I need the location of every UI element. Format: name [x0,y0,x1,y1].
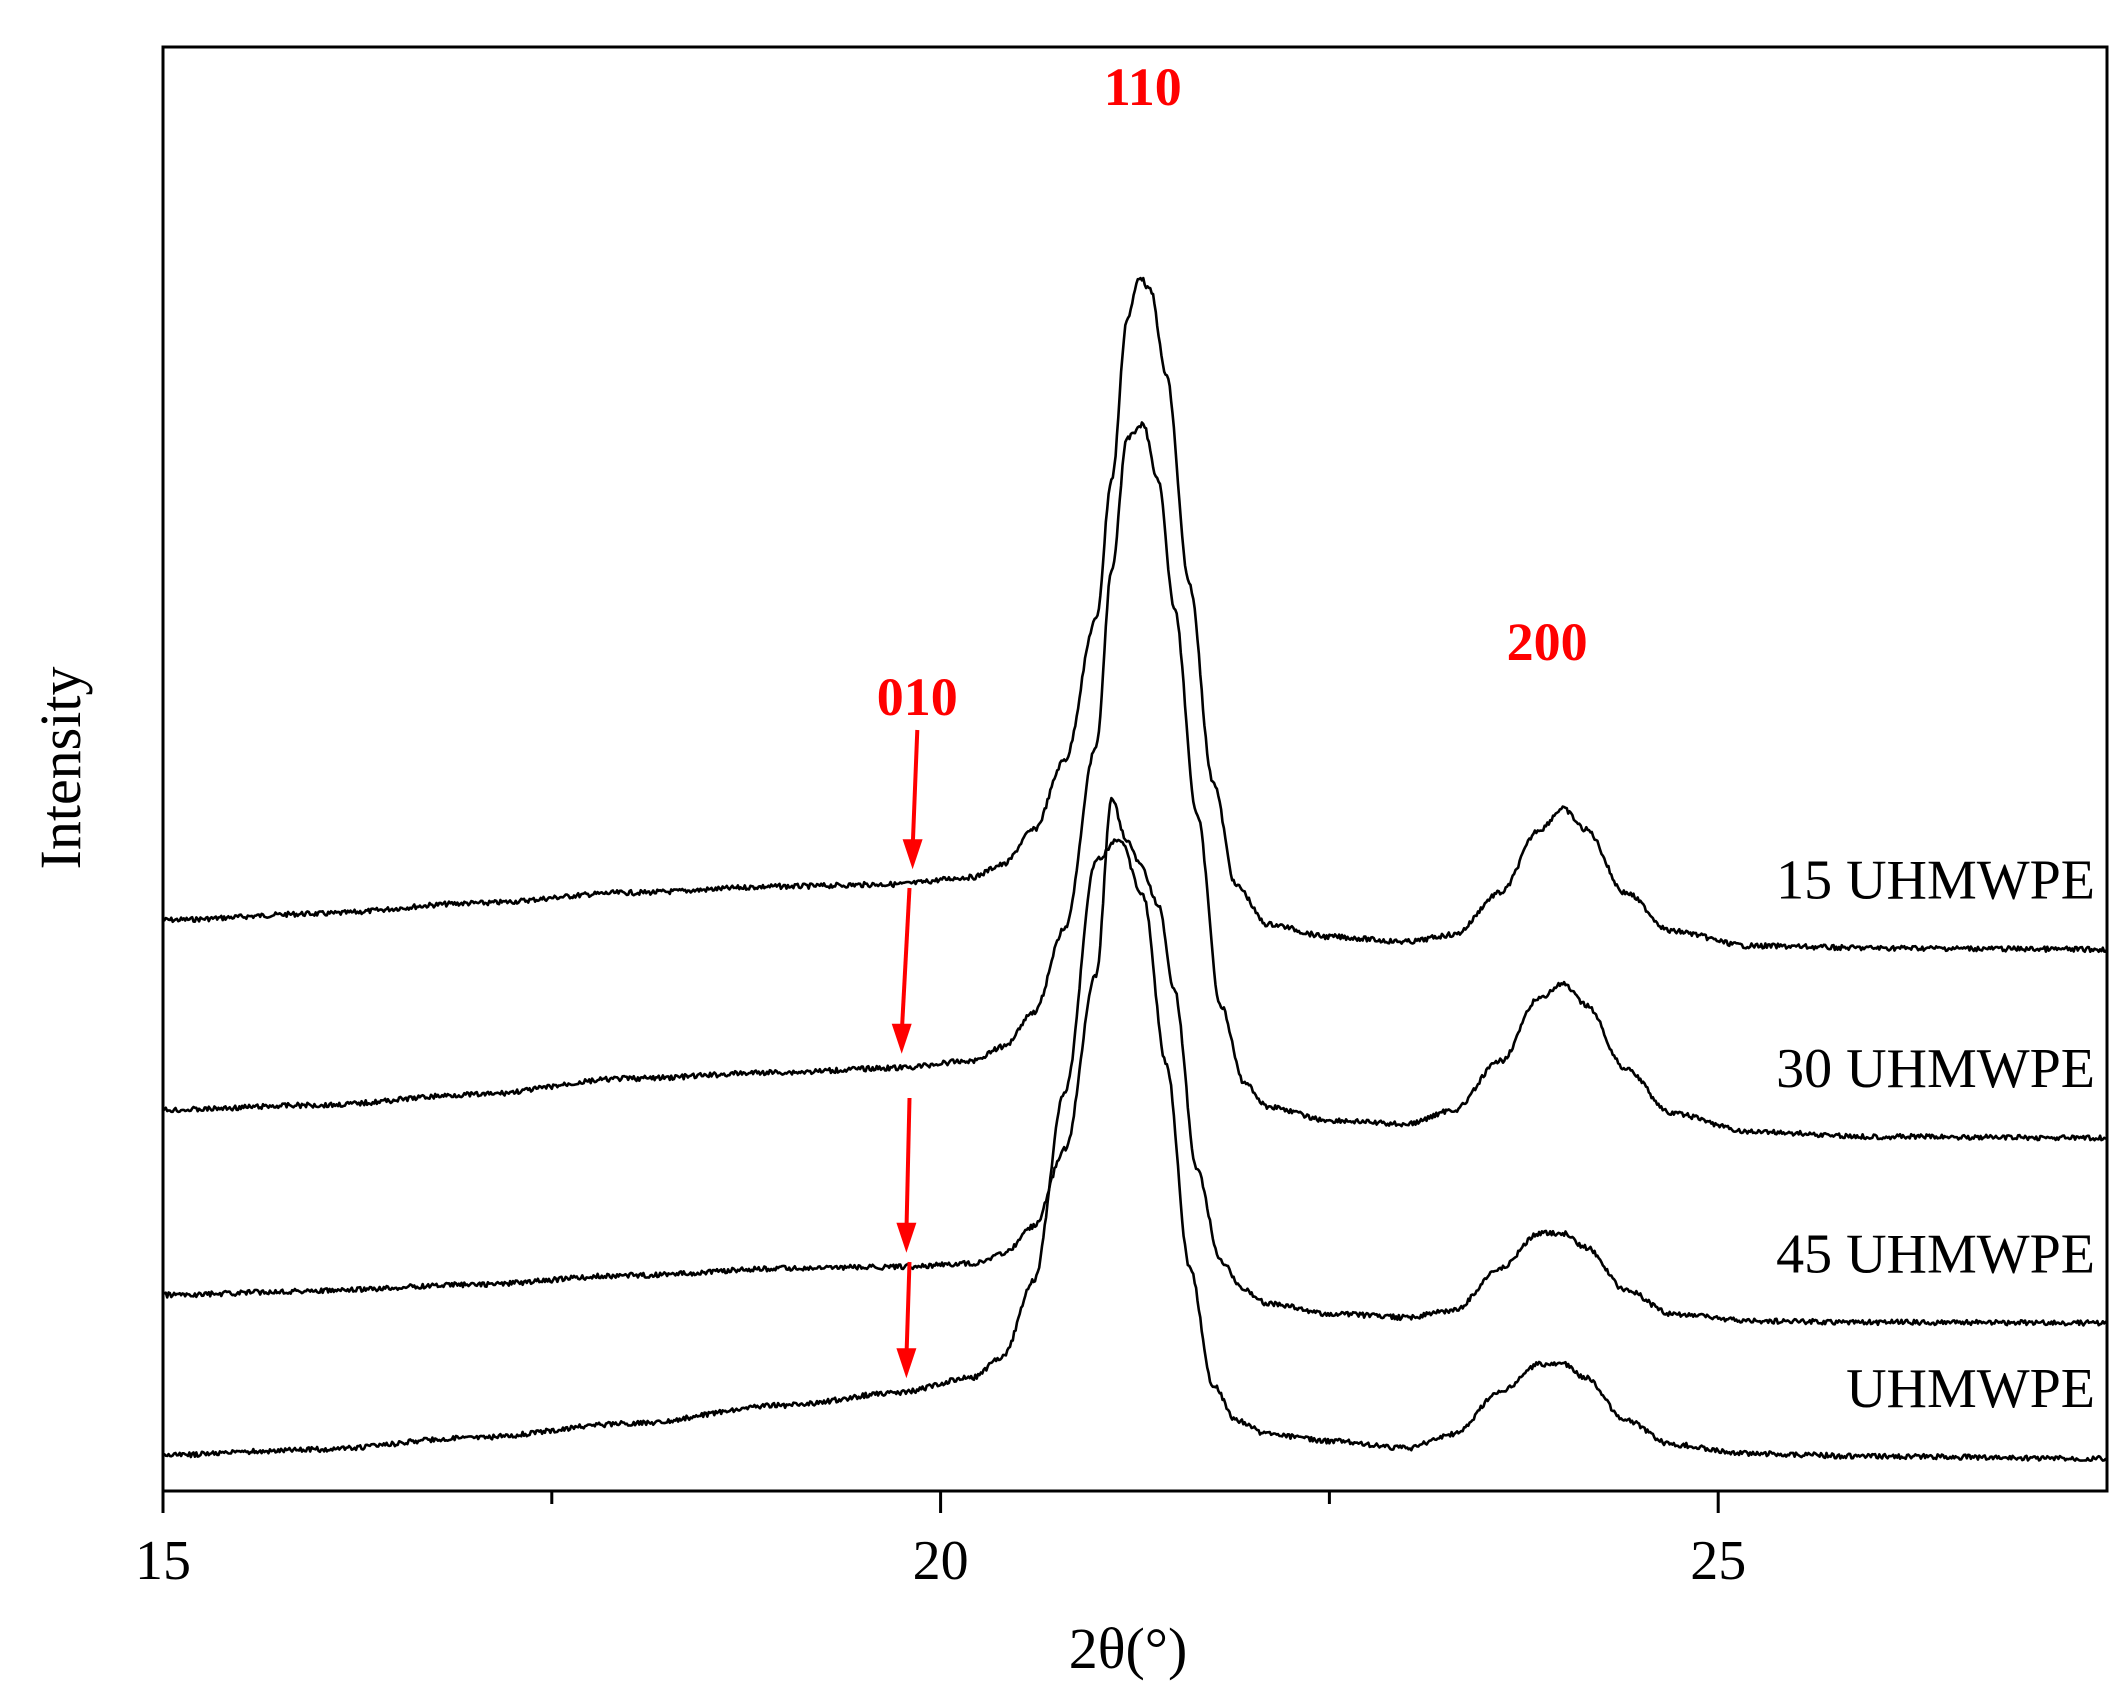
y-axis-title: Intensity [28,667,93,870]
peak-label-200: 200 [1507,612,1588,672]
arrow-010-1 [902,729,923,870]
series-label-3: 45 UHMWPE [1776,1224,2095,1286]
peak-label-010: 010 [877,667,958,727]
x-tick-label-20: 20 [913,1530,969,1592]
series-label-4: UHMWPE [1846,1358,2095,1420]
plot-area: 15 UHMWPE 30 UHMWPE 45 UHMWPE UHMWPE 110 200 0… [162,57,2109,1462]
series-label-1: 15 UHMWPE [1776,849,2095,911]
x-axis-ticks: 15 20 25 [135,1491,1746,1592]
x-tick-label-25: 25 [1690,1530,1746,1592]
series-line-2 [162,421,2108,1142]
arrow-010-3 [896,1097,917,1253]
peak-label-110: 110 [1104,57,1182,117]
series-line-4 [162,838,2107,1462]
series-label-2: 30 UHMWPE [1776,1038,2095,1100]
series-line-1 [162,276,2109,954]
arrow-010-2 [891,887,912,1054]
axis-frame [161,45,2109,1493]
x-tick-label-15: 15 [135,1530,191,1592]
x-axis-title: 2θ(°) [1069,1616,1188,1681]
series-line-3 [162,796,2108,1327]
arrow-010-4 [896,1261,917,1379]
